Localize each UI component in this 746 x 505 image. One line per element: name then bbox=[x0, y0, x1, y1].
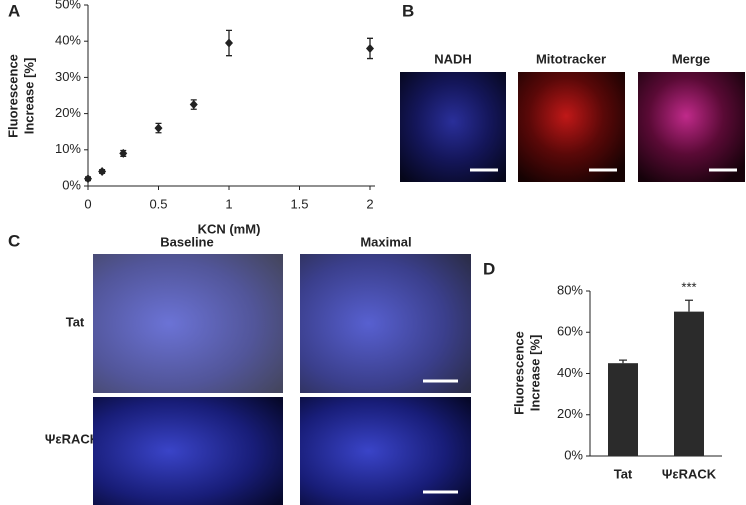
y-tick-label: 40% bbox=[557, 365, 583, 380]
panel-letter: C bbox=[8, 231, 20, 250]
x-tick-label: 0.5 bbox=[149, 196, 167, 211]
x-tick-label: Tat bbox=[614, 466, 633, 481]
y-axis-title: Fluorescence bbox=[5, 54, 20, 138]
image-label: Merge bbox=[672, 51, 710, 66]
y-tick-label: 30% bbox=[55, 69, 81, 84]
image-label: Maximal bbox=[360, 234, 411, 249]
data-point bbox=[84, 174, 92, 184]
data-point bbox=[119, 148, 128, 158]
micrograph bbox=[300, 254, 471, 393]
y-axis-title: Increase [%] bbox=[21, 58, 36, 135]
bar bbox=[608, 363, 638, 456]
y-tick-label: 60% bbox=[557, 324, 583, 339]
y-axis-title: Increase [%] bbox=[527, 335, 542, 412]
y-tick-label: 50% bbox=[55, 0, 81, 11]
micrograph bbox=[638, 72, 745, 182]
x-tick-label: 1.5 bbox=[290, 196, 308, 211]
data-point bbox=[366, 43, 374, 53]
panel-letter: D bbox=[483, 259, 495, 278]
panel-letter: B bbox=[402, 1, 414, 20]
y-tick-label: 0% bbox=[62, 177, 81, 192]
y-axis-title: Fluorescence bbox=[511, 331, 526, 415]
data-point bbox=[225, 38, 233, 48]
y-tick-label: 20% bbox=[55, 105, 81, 120]
micrograph bbox=[518, 72, 625, 182]
data-point bbox=[98, 167, 107, 177]
bar bbox=[674, 311, 704, 456]
significance: *** bbox=[681, 280, 696, 295]
image-label: Baseline bbox=[160, 234, 213, 249]
data-point bbox=[154, 123, 163, 133]
panel-letter: A bbox=[8, 1, 20, 20]
data-point bbox=[189, 100, 198, 110]
error-bar bbox=[685, 299, 693, 312]
micrograph bbox=[400, 72, 506, 182]
x-tick-label: ΨεRACK bbox=[662, 466, 717, 481]
y-tick-label: 80% bbox=[557, 282, 583, 297]
micrograph bbox=[93, 254, 283, 393]
x-tick-label: 1 bbox=[225, 196, 232, 211]
error-bar bbox=[619, 359, 627, 364]
x-tick-label: 0 bbox=[84, 196, 91, 211]
row-label: ΨεRACK bbox=[45, 431, 100, 446]
row-label: Tat bbox=[66, 314, 85, 329]
x-axis-title: KCN (mM) bbox=[198, 221, 261, 236]
y-tick-label: 20% bbox=[557, 406, 583, 421]
micrograph bbox=[93, 397, 283, 505]
micrograph bbox=[300, 397, 471, 505]
image-label: Mitotracker bbox=[536, 51, 606, 66]
x-tick-label: 2 bbox=[366, 196, 373, 211]
y-tick-label: 10% bbox=[55, 141, 81, 156]
y-tick-label: 40% bbox=[55, 33, 81, 48]
y-tick-label: 0% bbox=[564, 447, 583, 462]
image-label: NADH bbox=[434, 51, 472, 66]
